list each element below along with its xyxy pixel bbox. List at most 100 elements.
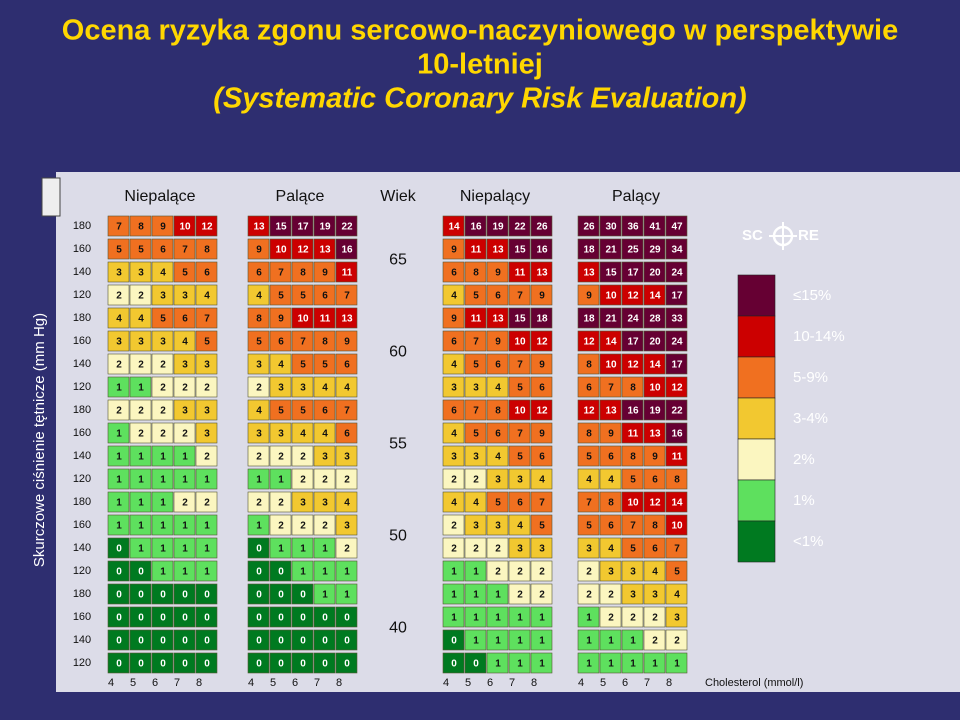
risk-cell xyxy=(107,537,130,559)
risk-value: 6 xyxy=(322,406,328,417)
risk-cell xyxy=(665,330,688,352)
risk-cell xyxy=(643,215,666,237)
risk-value: 2 xyxy=(300,452,306,463)
risk-cell xyxy=(530,445,553,467)
risk-cell xyxy=(665,606,688,628)
risk-value: 5 xyxy=(300,406,306,417)
risk-cell xyxy=(107,652,130,674)
risk-value: 18 xyxy=(583,314,595,325)
risk-value: 0 xyxy=(278,659,284,670)
risk-value: 6 xyxy=(652,544,658,555)
risk-value: 5 xyxy=(630,475,636,486)
risk-value: 16 xyxy=(341,245,353,256)
risk-cell xyxy=(107,445,130,467)
risk-cell xyxy=(291,422,314,444)
risk-cell xyxy=(151,330,174,352)
risk-value: 1 xyxy=(495,613,501,624)
risk-value: 4 xyxy=(344,498,350,509)
bp-label: 120 xyxy=(73,381,91,393)
risk-cell xyxy=(577,629,600,651)
risk-value: 29 xyxy=(649,245,661,256)
risk-value: 13 xyxy=(492,314,504,325)
risk-cell xyxy=(129,537,152,559)
risk-cell xyxy=(599,330,622,352)
risk-value: 1 xyxy=(300,544,306,555)
risk-cell xyxy=(291,215,314,237)
risk-value: 12 xyxy=(627,291,639,302)
risk-cell xyxy=(151,468,174,490)
risk-value: 12 xyxy=(627,360,639,371)
risk-value: 5 xyxy=(586,452,592,463)
risk-cell xyxy=(151,514,174,536)
risk-cell xyxy=(665,261,688,283)
risk-value: 0 xyxy=(138,636,144,647)
risk-value: 3 xyxy=(204,406,210,417)
risk-value: 2 xyxy=(204,452,210,463)
risk-value: 1 xyxy=(473,567,479,578)
risk-value: 4 xyxy=(300,429,306,440)
risk-cell xyxy=(577,468,600,490)
risk-value: 1 xyxy=(473,613,479,624)
risk-cell xyxy=(486,445,509,467)
risk-value: 2 xyxy=(674,636,680,647)
risk-cell xyxy=(599,422,622,444)
risk-value: 1 xyxy=(182,452,188,463)
risk-value: 9 xyxy=(539,429,545,440)
risk-cell xyxy=(464,307,487,329)
risk-value: 13 xyxy=(536,268,548,279)
risk-value: 13 xyxy=(605,406,617,417)
risk-cell xyxy=(599,261,622,283)
risk-value: 7 xyxy=(517,360,523,371)
risk-value: 2 xyxy=(182,498,188,509)
risk-value: 0 xyxy=(278,567,284,578)
risk-value: 17 xyxy=(297,222,309,233)
risk-value: 10 xyxy=(275,245,287,256)
risk-value: 6 xyxy=(344,360,350,371)
risk-cell xyxy=(508,422,531,444)
risk-cell xyxy=(464,238,487,260)
risk-value: 2 xyxy=(451,475,457,486)
risk-value: 2 xyxy=(160,406,166,417)
risk-value: 17 xyxy=(627,268,639,279)
risk-value: 7 xyxy=(674,544,680,555)
risk-value: 17 xyxy=(671,360,683,371)
risk-value: 3 xyxy=(300,383,306,394)
risk-cell xyxy=(577,652,600,674)
risk-cell xyxy=(599,215,622,237)
risk-cell xyxy=(577,537,600,559)
risk-value: 12 xyxy=(649,498,661,509)
risk-value: 7 xyxy=(300,337,306,348)
risk-cell xyxy=(247,307,270,329)
risk-value: 0 xyxy=(116,544,122,555)
risk-value: 8 xyxy=(473,268,479,279)
risk-value: 3 xyxy=(451,383,457,394)
risk-value: 1 xyxy=(182,521,188,532)
risk-cell xyxy=(247,445,270,467)
risk-cell xyxy=(247,537,270,559)
risk-cell xyxy=(291,238,314,260)
risk-value: 19 xyxy=(649,406,661,417)
risk-value: 3 xyxy=(182,360,188,371)
risk-cell xyxy=(577,307,600,329)
risk-cell xyxy=(195,261,218,283)
risk-value: 4 xyxy=(182,337,188,348)
risk-cell xyxy=(643,330,666,352)
risk-cell xyxy=(151,652,174,674)
risk-value: 1 xyxy=(344,590,350,601)
risk-value: 0 xyxy=(322,636,328,647)
risk-value: 6 xyxy=(278,337,284,348)
risk-cell xyxy=(291,583,314,605)
cholesterol-tick: 6 xyxy=(152,677,158,689)
risk-value: 7 xyxy=(182,245,188,256)
risk-cell xyxy=(508,514,531,536)
risk-value: 3 xyxy=(182,291,188,302)
risk-value: 3 xyxy=(630,590,636,601)
risk-value: 2 xyxy=(256,452,262,463)
risk-cell xyxy=(599,468,622,490)
risk-value: 8 xyxy=(674,475,680,486)
risk-value: 3 xyxy=(608,567,614,578)
risk-cell xyxy=(151,399,174,421)
risk-value: 3 xyxy=(473,521,479,532)
risk-value: 2 xyxy=(116,406,122,417)
risk-value: 5 xyxy=(300,291,306,302)
